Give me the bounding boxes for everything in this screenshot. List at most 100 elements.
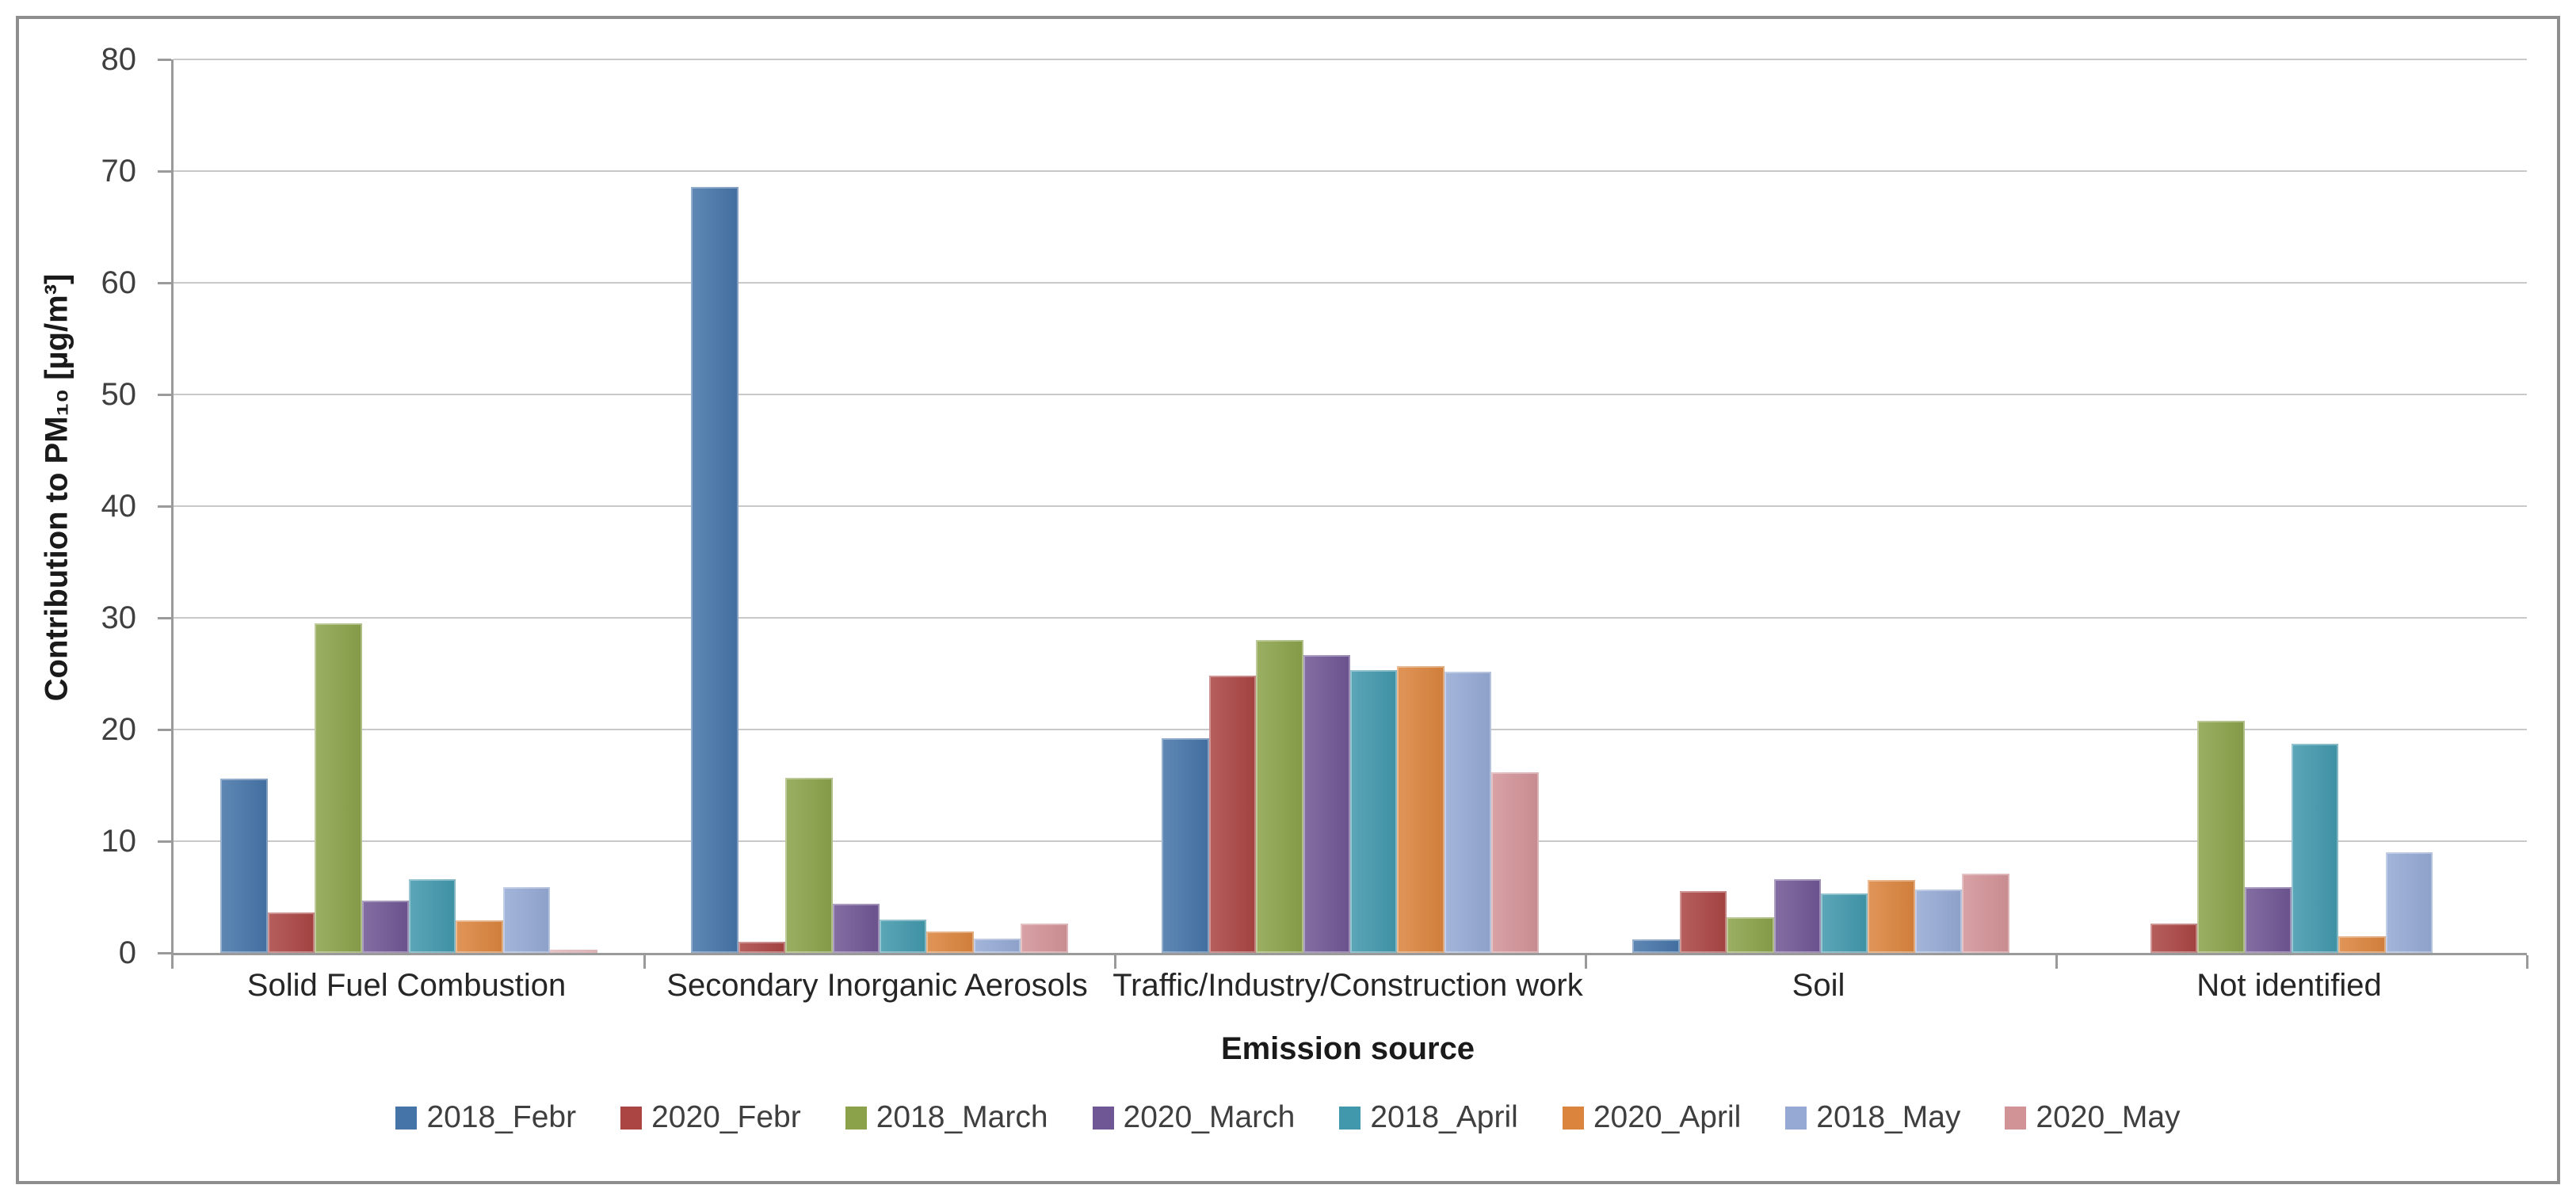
bar-2018_Febr-2: [691, 186, 738, 953]
category-label-3: Traffic/Industry/Construction work: [1112, 968, 1583, 1003]
y-tick-label-40: 40: [101, 489, 137, 524]
bar-2018_May-5: [2385, 852, 2433, 953]
y-tick-20: [158, 729, 171, 731]
legend-label-2020_May: 2020_May: [2036, 1100, 2181, 1134]
legend-item-2018_May: 2018_May: [1785, 1100, 1960, 1135]
bar-2020_April-2: [926, 931, 974, 953]
bar-2020_March-1: [361, 900, 409, 953]
bar-2020_May-2: [1021, 924, 1068, 953]
legend-item-2018_April: 2018_April: [1339, 1100, 1518, 1135]
plot-area: [158, 59, 2528, 969]
legend-item-2020_April: 2020_April: [1562, 1100, 1742, 1135]
x-boundary-tick-2: [1113, 955, 1116, 969]
legend-label-2018_May: 2018_May: [1816, 1100, 1961, 1134]
legend-item-2020_March: 2020_March: [1092, 1100, 1296, 1135]
bar-2018_May-4: [1914, 889, 1963, 953]
bar-2020_April-1: [456, 920, 503, 953]
bar-2020_May-1: [550, 949, 597, 953]
y-tick-30: [158, 617, 171, 619]
bar-2020_April-3: [1397, 665, 1444, 953]
x-axis-category-labels: Solid Fuel Combustion Secondary Inorganic…: [171, 968, 2524, 1015]
bar-2018_Febr-4: [1632, 939, 1680, 953]
bar-group-1: [174, 59, 644, 953]
legend-label-2020_March: 2020_March: [1123, 1100, 1296, 1134]
bar-2018_March-2: [785, 777, 833, 953]
category-label-1: Solid Fuel Combustion: [246, 968, 567, 1003]
bar-2018_May-3: [1444, 671, 1492, 953]
bar-2018_April-1: [409, 878, 456, 953]
legend-label-2018_March: 2018_March: [876, 1100, 1048, 1134]
legend-item-2020_Febr: 2020_Febr: [620, 1100, 801, 1135]
bar-2020_Febr-3: [1208, 676, 1257, 953]
y-tick-10: [158, 840, 171, 843]
legend-item-2018_Febr: 2018_Febr: [395, 1100, 576, 1135]
gridline-y-60: [174, 282, 2527, 284]
gridline-y-80: [174, 59, 2527, 60]
y-axis-tick-labels: 0 10 20 30 40 50 60 70 80: [19, 19, 160, 1181]
bar-2018_March-3: [1256, 640, 1303, 953]
bar-2018_April-2: [880, 919, 927, 953]
x-boundary-tick-5: [2525, 955, 2528, 969]
legend-label-2018_Febr: 2018_Febr: [426, 1100, 577, 1134]
bar-2020_Febr-4: [1679, 891, 1727, 953]
x-boundary-tick-1: [643, 955, 646, 969]
y-tick-label-60: 60: [101, 265, 137, 300]
y-tick-label-0: 0: [118, 935, 136, 970]
gridline-y-50: [174, 394, 2527, 395]
bar-2020_April-4: [1868, 880, 1915, 953]
bar-group-2: [644, 59, 1115, 953]
bar-2020_April-5: [2338, 935, 2386, 953]
category-label-4: Soil: [1792, 968, 1845, 1003]
legend-swatch-2018_May: [1785, 1106, 1807, 1130]
bar-2020_March-2: [832, 903, 880, 953]
y-tick-label-70: 70: [101, 154, 137, 189]
x-boundary-tick-0: [171, 955, 174, 969]
x-boundary-tick-3: [1584, 955, 1587, 969]
x-axis-title: Emission source: [1220, 1031, 1475, 1066]
bar-2020_Febr-1: [267, 912, 315, 953]
gridline-y-30: [174, 617, 2527, 619]
legend-swatch-2018_Febr: [395, 1106, 418, 1130]
bar-group-5: [2056, 59, 2527, 953]
bar-2020_May-3: [1491, 771, 1539, 953]
category-label-2: Secondary Inorganic Aerosols: [666, 968, 1088, 1003]
bar-2020_March-4: [1773, 878, 1821, 953]
legend-swatch-2020_April: [1562, 1106, 1584, 1130]
legend-item-2020_May: 2020_May: [2005, 1100, 2181, 1135]
legend-label-2018_April: 2018_April: [1370, 1100, 1518, 1134]
bar-2020_March-5: [2244, 886, 2292, 953]
bar-2018_Febr-1: [220, 779, 268, 953]
y-tick-0: [158, 952, 171, 954]
y-tick-label-30: 30: [101, 600, 137, 635]
bar-2018_April-4: [1821, 893, 1868, 953]
gridline-y-40: [174, 505, 2527, 507]
legend-swatch-2020_May: [2005, 1106, 2027, 1130]
y-tick-40: [158, 505, 171, 508]
bar-2018_March-1: [315, 623, 362, 953]
legend-item-2018_March: 2018_March: [845, 1100, 1048, 1135]
x-boundary-tick-4: [2055, 955, 2058, 969]
y-tick-50: [158, 394, 171, 396]
legend-swatch-2020_March: [1092, 1106, 1114, 1130]
y-tick-label-20: 20: [101, 712, 137, 747]
chart-frame: Contribution to PM₁₀ [µg/m³] 0 10 20 30 40 50…: [16, 16, 2560, 1184]
bar-2020_March-3: [1303, 654, 1350, 953]
category-label-5: Not identified: [2196, 968, 2382, 1003]
bar-2020_Febr-5: [2150, 924, 2198, 953]
bar-2018_May-2: [973, 938, 1021, 953]
bar-2018_April-3: [1350, 670, 1398, 953]
legend: 2018_Febr 2020_Febr 2018_March 2020_March 20…: [19, 1100, 2557, 1135]
bar-group-3: [1115, 59, 1586, 953]
y-tick-label-10: 10: [101, 824, 137, 859]
y-tick-label-80: 80: [101, 42, 137, 77]
bar-group-4: [1586, 59, 2056, 953]
bar-2018_March-4: [1727, 916, 1774, 953]
legend-label-2020_April: 2020_April: [1593, 1100, 1742, 1134]
bar-2018_May-1: [502, 886, 551, 953]
gridline-y-70: [174, 170, 2527, 172]
bar-2020_Febr-2: [738, 941, 786, 953]
legend-label-2020_Febr: 2020_Febr: [651, 1100, 801, 1134]
bar-2018_Febr-3: [1162, 738, 1209, 953]
y-tick-60: [158, 282, 171, 284]
y-tick-70: [158, 170, 171, 173]
